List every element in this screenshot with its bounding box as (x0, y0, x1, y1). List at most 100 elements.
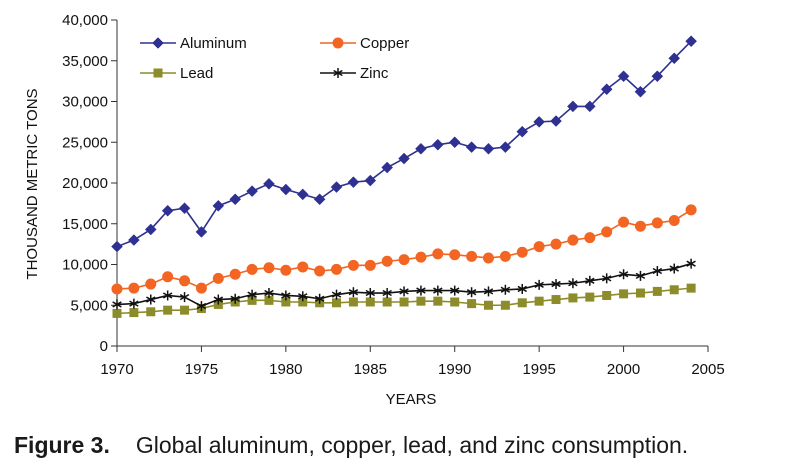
copper-point (499, 250, 511, 262)
zinc-point (247, 289, 257, 300)
zinc-point (129, 298, 139, 309)
zinc-point (230, 293, 240, 304)
zinc-point (686, 258, 696, 269)
zinc-point (112, 299, 122, 310)
lead-point (568, 293, 578, 303)
y-tick-label: 5,000 (70, 297, 108, 314)
aluminum-point (634, 85, 647, 98)
copper-point (331, 263, 343, 275)
zinc-point (416, 285, 426, 296)
zinc-point (264, 288, 274, 299)
copper-point (229, 268, 241, 280)
y-tick-label: 15,000 (62, 216, 108, 233)
zinc-point (652, 266, 663, 277)
zinc-point (466, 287, 477, 298)
zinc-point (618, 269, 629, 280)
lead-point (669, 285, 679, 295)
zinc-point (635, 270, 646, 281)
legend-label: Aluminum (180, 35, 247, 52)
lead-point (163, 305, 173, 315)
lead-point (635, 288, 645, 298)
figure-caption: Figure 3. Global aluminum, copper, lead, … (14, 432, 794, 459)
aluminum-point (381, 161, 394, 174)
copper-point (618, 216, 630, 228)
copper-point (432, 248, 444, 260)
aluminum-point (482, 142, 495, 155)
chart: 0 5,000 10,000 15,000 20,000 25,000 30,000 35,0… (24, 12, 725, 408)
copper-point (567, 234, 579, 246)
y-axis-title: THOUSAND METRIC TONS (24, 88, 41, 279)
zinc-point (314, 293, 325, 304)
x-axis-title: YEARS (386, 391, 437, 408)
x-tick-label: 2000 (607, 361, 640, 378)
zinc-point (298, 291, 308, 302)
copper-point (466, 250, 478, 262)
lead-point (602, 290, 612, 300)
x-tick-label: 1980 (269, 361, 302, 378)
aluminum-point (398, 152, 410, 165)
copper-point (128, 282, 140, 294)
lead-point (281, 297, 291, 307)
legend-item-copper: Copper (320, 35, 409, 52)
aluminum-point (128, 234, 140, 246)
zinc-point (196, 301, 207, 312)
lead-point (112, 308, 122, 318)
caption-text: Global aluminum, copper, lead, and zinc … (135, 432, 689, 458)
zinc-series (112, 258, 696, 312)
aluminum-point (246, 185, 258, 198)
legend-label: Lead (180, 65, 213, 82)
copper-series (111, 204, 697, 295)
zinc-point (669, 263, 679, 274)
copper-point (314, 265, 326, 277)
lead-point (500, 300, 510, 310)
legend-label: Copper (360, 35, 409, 52)
aluminum-point (296, 188, 309, 201)
lead-point (416, 296, 426, 306)
aluminum-point (347, 176, 360, 189)
aluminum-point (111, 240, 123, 253)
copper-point (347, 259, 359, 271)
zinc-point (213, 294, 224, 305)
copper-point (634, 220, 646, 232)
copper-point (584, 232, 596, 244)
aluminum-point (431, 138, 444, 151)
lead-point (180, 305, 190, 315)
copper-point (179, 275, 191, 287)
aluminum-point (415, 142, 427, 155)
zinc-point (399, 286, 409, 297)
copper-point (398, 254, 410, 266)
lead-point (551, 295, 561, 305)
legend-item-aluminum: Aluminum (140, 35, 247, 52)
legend: Aluminum Copper Lead Zinc (140, 35, 409, 82)
copper-point (516, 246, 528, 258)
zinc-point (500, 284, 511, 295)
legend-marker (333, 68, 343, 78)
x-tick-label: 1990 (438, 361, 471, 378)
legend-marker (153, 68, 163, 78)
copper-point (381, 255, 393, 267)
aluminum-point (144, 223, 157, 236)
x-ticks: 1970 1975 1980 1985 1990 1995 2000 2005 (100, 346, 725, 378)
zinc-point (601, 273, 612, 284)
aluminum-point (533, 116, 545, 128)
aluminum-point (229, 193, 242, 206)
copper-point (533, 241, 545, 253)
zinc-point (449, 285, 460, 296)
zinc-point (568, 278, 578, 289)
aluminum-point (668, 52, 681, 65)
lead-point (585, 292, 595, 302)
copper-point (482, 252, 494, 264)
lead-point (534, 296, 544, 306)
zinc-point (433, 285, 443, 296)
copper-point (601, 226, 613, 238)
lead-point (348, 297, 358, 307)
lead-point (298, 297, 308, 307)
copper-point (668, 214, 680, 226)
aluminum-point (313, 193, 326, 206)
aluminum-point (685, 35, 697, 48)
y-ticks: 0 5,000 10,000 15,000 20,000 25,000 30,000 35,0… (62, 12, 117, 355)
lead-point (399, 297, 409, 307)
legend-label: Zinc (360, 65, 389, 82)
copper-point (246, 263, 258, 275)
aluminum-point (280, 183, 292, 196)
